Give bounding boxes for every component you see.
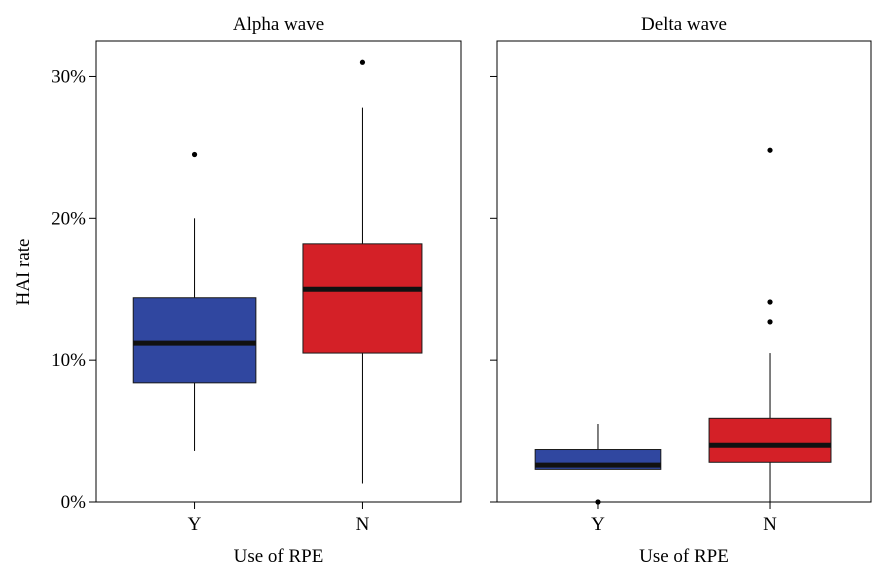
outlier-point bbox=[359, 59, 366, 65]
box-y: Y bbox=[534, 423, 662, 535]
y-tick-label: 20% bbox=[51, 208, 86, 229]
box-y: Y bbox=[132, 151, 257, 535]
x-tick-label: Y bbox=[188, 514, 202, 535]
x-axis-title: Use of RPE bbox=[639, 546, 729, 567]
panel-frame bbox=[95, 40, 462, 503]
outlier-point bbox=[767, 299, 773, 305]
y-tick-label: 0% bbox=[61, 492, 87, 513]
x-tick-label: N bbox=[763, 514, 777, 535]
iqr-box bbox=[132, 297, 257, 384]
panel-title: Delta wave bbox=[641, 14, 727, 35]
y-tick-label: 30% bbox=[51, 66, 86, 87]
x-tick-label: N bbox=[356, 514, 370, 535]
outlier-point bbox=[595, 499, 601, 505]
panel-title: Alpha wave bbox=[233, 14, 324, 35]
x-axis-title: Use of RPE bbox=[234, 546, 324, 567]
outlier-point bbox=[767, 319, 773, 325]
panel-1: Alpha wave 0% 10% 20% 30% Y N Use of RPE bbox=[51, 14, 462, 567]
y-axis-title: HAI rate bbox=[13, 239, 34, 306]
y-tick-label: 10% bbox=[51, 350, 86, 371]
panel-2: Delta wave Y N Use of RPE bbox=[490, 14, 872, 567]
box-n: N bbox=[708, 147, 832, 535]
iqr-box bbox=[302, 243, 423, 354]
outlier-point bbox=[191, 151, 198, 158]
x-tick-label: Y bbox=[591, 514, 605, 535]
outlier-point bbox=[767, 147, 773, 153]
iqr-box bbox=[708, 417, 832, 463]
box-n: N bbox=[302, 59, 423, 535]
panel-frame bbox=[496, 40, 872, 503]
